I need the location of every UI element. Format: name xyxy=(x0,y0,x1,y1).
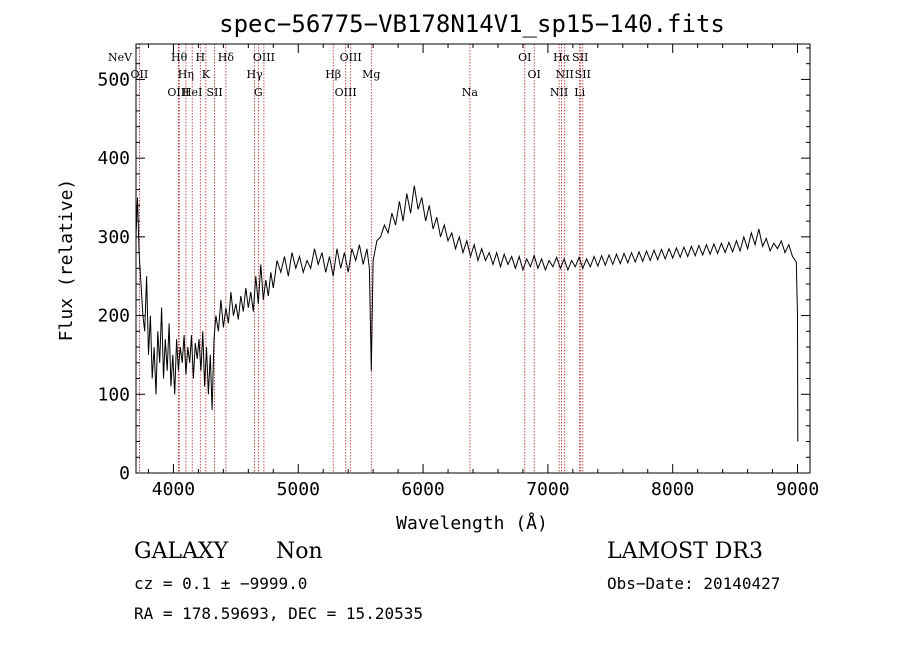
redshift-readout: cz = 0.1 ± −9999.0 xyxy=(134,574,308,593)
emission-line-label: SII xyxy=(206,86,222,99)
observation-date: Obs−Date: 20140427 xyxy=(607,574,781,593)
object-class: GALAXY xyxy=(134,539,229,564)
emission-line-label: Na xyxy=(462,86,479,99)
y-axis-label: Flux (relative) xyxy=(56,179,77,342)
emission-line-label: Mg xyxy=(362,68,380,81)
emission-line-label: Hβ xyxy=(325,68,341,81)
object-subclass: Non xyxy=(276,539,323,564)
emission-line-label: Hη xyxy=(178,68,194,81)
survey-name: LAMOST DR3 xyxy=(607,539,763,564)
emission-line-label: OIII xyxy=(253,51,275,64)
emission-line-label: Hα xyxy=(553,51,571,64)
emission-line-label: Hγ xyxy=(247,68,264,81)
emission-line-label: OII xyxy=(131,68,149,81)
emission-line-labels: NeV OII OIII Hθ Hη HeI HK SII Hδ Hγ G OIII Hβ OIII OII… xyxy=(108,51,591,99)
emission-line-markers xyxy=(138,44,584,473)
coordinates-readout: RA = 178.59693, DEC = 15.20535 xyxy=(134,604,423,623)
y-tick-label: 500 xyxy=(97,69,130,90)
emission-line-label: OI xyxy=(518,51,531,64)
emission-line-label: NeV xyxy=(108,51,133,64)
spectrum-line xyxy=(135,185,799,442)
emission-line-label: Hθ xyxy=(171,51,188,64)
x-tick-label: 5000 xyxy=(277,479,320,500)
y-tick-label: 100 xyxy=(97,384,130,405)
emission-line-label: Hδ xyxy=(218,51,235,64)
x-tick-label: 8000 xyxy=(651,479,694,500)
emission-line-label: NII xyxy=(556,68,574,81)
emission-line-label: OIII xyxy=(167,86,189,99)
emission-line-label: NII xyxy=(550,86,568,99)
y-axis: 0 100 200 300 400 500 xyxy=(97,47,810,484)
x-tick-label: 6000 xyxy=(401,479,444,500)
y-tick-label: 300 xyxy=(97,227,130,248)
emission-line-label: Li xyxy=(574,86,585,99)
emission-line-label: G xyxy=(254,86,263,99)
y-tick-label: 200 xyxy=(97,306,130,327)
emission-line-label: OIII xyxy=(335,86,357,99)
emission-line-label: K xyxy=(202,68,211,81)
plot-frame xyxy=(135,43,811,474)
emission-line-label: HeI xyxy=(182,86,202,99)
emission-line-label: H xyxy=(196,51,206,64)
x-tick-label: 7000 xyxy=(526,479,569,500)
y-tick-label: 400 xyxy=(97,148,130,169)
emission-line-label: OI xyxy=(528,68,541,81)
emission-line-label: SII xyxy=(572,51,588,64)
x-tick-label: 4000 xyxy=(152,479,195,500)
y-tick-label: 0 xyxy=(119,463,130,484)
x-axis: 4000 5000 6000 7000 8000 9000 xyxy=(147,44,819,500)
x-tick-label: 9000 xyxy=(776,479,819,500)
chart-title: spec−56775−VB178N14V1_sp15−140.fits xyxy=(219,10,725,38)
emission-line-label: SII xyxy=(575,68,591,81)
x-axis-label: Wavelength (Å) xyxy=(396,512,548,534)
emission-line-label: OIII xyxy=(340,51,362,64)
